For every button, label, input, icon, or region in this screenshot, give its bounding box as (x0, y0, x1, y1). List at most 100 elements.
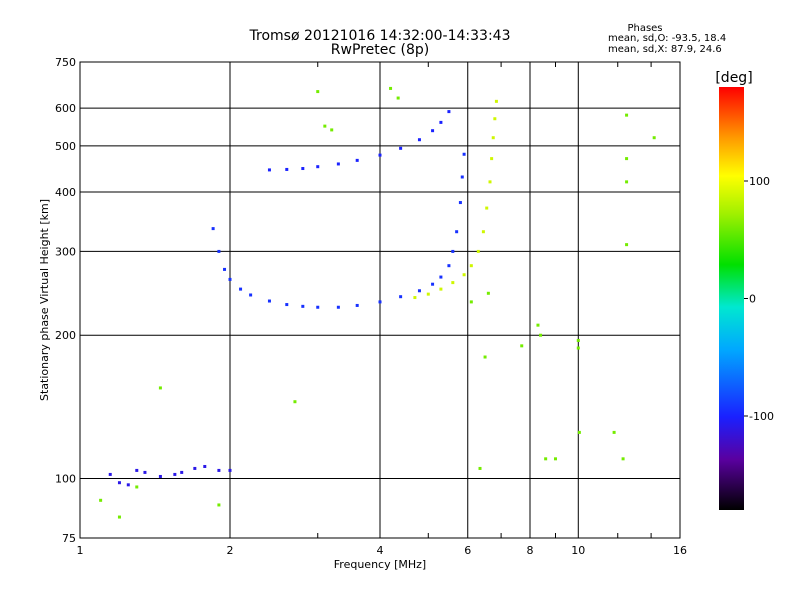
y-tick-label: 500 (55, 140, 76, 153)
data-point (355, 158, 359, 162)
y-tick-label: 75 (62, 532, 76, 545)
data-point (553, 457, 557, 461)
data-point (223, 267, 227, 271)
data-point (447, 110, 451, 114)
data-point (621, 457, 625, 461)
data-point (431, 282, 435, 286)
x-tick-label: 1 (77, 544, 84, 557)
y-axis-label: Stationary phase Virtual Height [km] (38, 199, 51, 401)
data-point (399, 295, 403, 299)
data-point (323, 124, 327, 128)
data-point (267, 168, 271, 172)
data-point (462, 273, 466, 277)
x-tick-label: 8 (527, 544, 534, 557)
x-tick-label: 6 (464, 544, 471, 557)
x-tick-label: 4 (377, 544, 384, 557)
data-point (355, 303, 359, 307)
data-point (396, 96, 400, 100)
data-point (417, 289, 421, 293)
data-point (491, 136, 495, 140)
data-point (488, 180, 492, 184)
data-point (520, 344, 524, 348)
data-point (417, 138, 421, 142)
x-tick-label: 16 (673, 544, 687, 557)
data-point (117, 515, 121, 519)
colorbar-gradient (719, 87, 744, 510)
data-point (493, 117, 497, 121)
data-point (228, 277, 232, 281)
x-axis-label: Frequency [MHz] (334, 558, 426, 571)
y-tick-labels: 75 100 200 300 400 500 600 750 (55, 56, 76, 545)
data-point (431, 129, 435, 133)
data-point (217, 468, 221, 472)
data-point (108, 472, 112, 476)
x-tick-label: 2 (227, 544, 234, 557)
data-point (455, 230, 459, 234)
plot-frame (79, 61, 681, 539)
data-point (544, 457, 548, 461)
data-point (577, 430, 581, 434)
data-point (462, 152, 466, 156)
legend-line-x: mean, sd,X: 87.9, 24.6 (608, 44, 722, 55)
data-point (117, 481, 121, 485)
data-point (389, 86, 393, 90)
data-point (486, 291, 490, 295)
data-point (143, 470, 147, 474)
data-point (460, 175, 464, 179)
data-point (336, 162, 340, 166)
legend: Phases mean, sd,O: -93.5, 18.4 mean, sd,… (608, 23, 726, 55)
data-point (539, 333, 543, 337)
data-point (625, 157, 629, 161)
colorbar-tick-label: 100 (749, 175, 770, 188)
data-point (652, 136, 656, 140)
data-point (316, 90, 320, 94)
data-point (285, 167, 289, 171)
y-tick-label: 300 (55, 245, 76, 258)
data-point (99, 498, 103, 502)
data-point (494, 99, 498, 103)
data-point (203, 464, 207, 468)
data-point (612, 430, 616, 434)
data-point (426, 292, 430, 296)
chart-subtitle: RwPretec (8p) (331, 42, 429, 58)
data-point (625, 243, 629, 247)
data-point (249, 293, 253, 297)
colorbar: [deg] 100 0 -100 (715, 70, 774, 510)
data-point (469, 264, 473, 268)
data-point (158, 474, 162, 478)
colorbar-label: [deg] (715, 70, 752, 86)
data-point (126, 483, 130, 487)
data-point (316, 305, 320, 309)
data-point (399, 146, 403, 150)
data-point (293, 400, 297, 404)
data-point (285, 303, 289, 307)
colorbar-tick-label: 0 (749, 293, 756, 306)
data-point (267, 299, 271, 303)
y-tick-label: 100 (55, 473, 76, 486)
data-point (217, 503, 221, 507)
data-point (316, 165, 320, 169)
data-point (336, 305, 340, 309)
data-point (478, 466, 482, 470)
data-point (451, 281, 455, 285)
data-point (439, 120, 443, 124)
y-tick-label: 600 (55, 102, 76, 115)
data-point (228, 468, 232, 472)
data-point (483, 355, 487, 359)
legend-line-o: mean, sd,O: -93.5, 18.4 (608, 33, 726, 44)
data-point (439, 275, 443, 279)
y-tick-label: 200 (55, 329, 76, 342)
data-point (447, 264, 451, 268)
data-point (469, 300, 473, 304)
chart-title: Tromsø 20121016 14:32:00-14:33:43 (249, 28, 511, 44)
data-point (413, 296, 417, 300)
data-point (301, 167, 305, 171)
data-point (193, 466, 197, 470)
y-tick-label: 400 (55, 186, 76, 199)
data-point (451, 249, 455, 253)
data-point (490, 157, 494, 161)
data-points (99, 86, 656, 519)
data-point (217, 249, 221, 253)
data-point (481, 230, 485, 234)
grid-lines (80, 62, 680, 538)
